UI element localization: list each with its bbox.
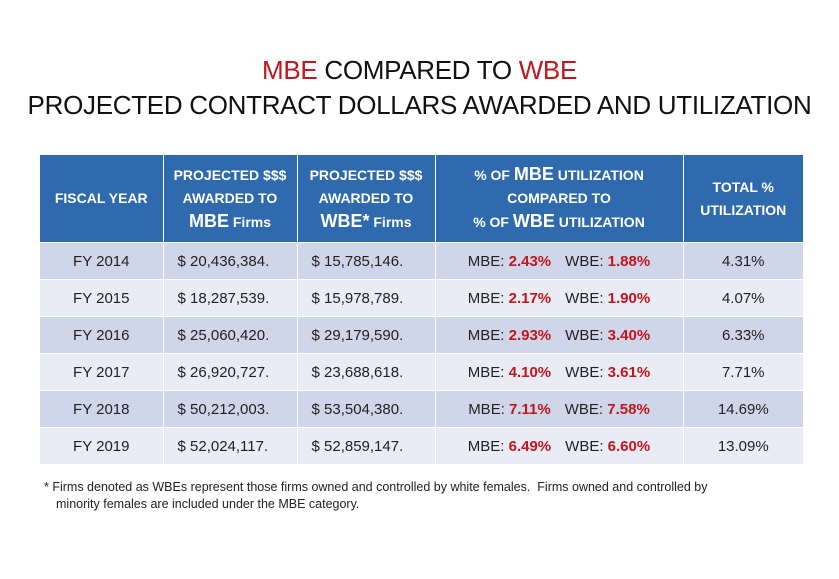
cell-utilization: MBE: 2.43% WBE: 1.88% [435,242,684,280]
header-total: TOTAL % UTILIZATION [683,155,803,243]
header-label: UTILIZATION [554,214,645,230]
cell-mbe-dollars: $ 18,287,539. [163,279,298,317]
slide-title-line1: MBE COMPARED TO WBE [0,55,839,86]
wbe-pct: 3.61% [607,363,651,381]
wbe-label: WBE: [564,400,608,418]
footnote-line1: * Firms denoted as WBEs represent those … [44,480,708,494]
cell-total: 7.71% [683,353,803,391]
mbe-pct: 2.17% [508,289,552,307]
mbe-pct: 2.93% [508,326,552,344]
header-label: TOTAL % [712,178,774,195]
wbe-pct: 6.60% [607,437,651,455]
cell-mbe-dollars: $ 50,212,003. [163,390,298,428]
wbe-label: WBE: [565,326,608,344]
mbe-pct: 2.43% [508,252,552,270]
wbe-label: WBE: [565,252,608,270]
cell-year: FY 2014 [40,242,164,280]
table-row: FY 2015 $ 18,287,539. $ 15,978,789. MBE: 2.… [40,279,803,317]
table-row: FY 2014 $ 20,436,384. $ 15,785,146. MBE: 2.… [40,242,803,280]
header-label: WBE [512,211,555,231]
cell-mbe-dollars: $ 52,024,117. [163,427,298,464]
cell-wbe-dollars: $ 15,978,789. [297,279,436,317]
mbe-label: MBE: [468,400,510,418]
footnote: * Firms denoted as WBEs represent those … [44,479,804,513]
cell-year: FY 2019 [40,427,164,464]
wbe-label: WBE: [565,363,608,381]
header-label: % OF [474,167,514,183]
title-compared: COMPARED TO [317,55,519,85]
title-wbe: WBE [518,55,578,85]
utilization-table: FISCAL YEAR PROJECTED $$$ AWARDED TO MBE… [40,155,803,464]
header-label: WBE* [320,210,370,231]
table-row: FY 2018 $ 50,212,003. $ 53,504,380. MBE: 7.… [40,390,803,428]
cell-year: FY 2018 [40,390,164,428]
header-mbe-dollars: PROJECTED $$$ AWARDED TO MBE Firms [163,155,298,243]
wbe-pct: 1.88% [607,252,651,270]
cell-total: 14.69% [683,390,803,428]
mbe-label: MBE: [467,363,509,381]
mbe-label: MBE: [467,289,509,307]
table-header-row: FISCAL YEAR PROJECTED $$$ AWARDED TO MBE… [40,155,803,243]
header-label: PROJECTED $$$ [309,166,423,183]
cell-total: 6.33% [683,316,803,354]
cell-wbe-dollars: $ 15,785,146. [297,242,436,280]
header-label: COMPARED TO [507,190,611,206]
header-label: AWARDED TO [318,189,414,206]
header-label: % OF [473,214,513,230]
wbe-pct: 7.58% [607,400,650,418]
cell-wbe-dollars: $ 53,504,380. [297,390,436,428]
header-utilization: % OF MBE UTILIZATION COMPARED TO % OF WB… [435,155,684,243]
mbe-label: MBE: [467,252,509,270]
mbe-pct: 4.10% [508,363,552,381]
mbe-pct: 6.49% [508,437,552,455]
header-label: PROJECTED $$$ [173,166,287,183]
cell-year: FY 2016 [40,316,164,354]
cell-utilization: MBE: 2.17% WBE: 1.90% [435,279,684,317]
wbe-pct: 3.40% [607,326,651,344]
cell-wbe-dollars: $ 52,859,147. [297,427,436,464]
cell-total: 13.09% [683,427,803,464]
cell-mbe-dollars: $ 26,920,727. [163,353,298,391]
table-row: FY 2019 $ 52,024,117. $ 52,859,147. MBE: 6.… [40,427,803,464]
header-label: AWARDED TO [182,189,278,206]
cell-total: 4.31% [683,242,803,280]
wbe-pct: 1.90% [607,289,651,307]
header-label: UTILIZATION [553,167,644,183]
mbe-pct: 7.11% [509,400,551,418]
cell-year: FY 2015 [40,279,164,317]
header-label: Firms [369,213,412,230]
cell-utilization: MBE: 6.49% WBE: 6.60% [435,427,684,464]
cell-wbe-dollars: $ 23,688,618. [297,353,436,391]
cell-wbe-dollars: $ 29,179,590. [297,316,436,354]
cell-utilization: MBE: 2.93% WBE: 3.40% [435,316,684,354]
header-wbe-dollars: PROJECTED $$$ AWARDED TO WBE* Firms [297,155,436,243]
table-row: FY 2017 $ 26,920,727. $ 23,688,618. MBE: 4.… [40,353,803,391]
cell-year: FY 2017 [40,353,164,391]
wbe-label: WBE: [565,437,608,455]
header-label: FISCAL YEAR [54,190,148,206]
cell-total: 4.07% [683,279,803,317]
header-label: MBE [513,164,554,184]
header-label: Firms [228,213,271,230]
table-row: FY 2016 $ 25,060,420. $ 29,179,590. MBE: 2.… [40,316,803,354]
header-label: UTILIZATION [700,201,787,218]
mbe-label: MBE: [467,326,509,344]
cell-mbe-dollars: $ 25,060,420. [163,316,298,354]
title-mbe: MBE [261,55,318,85]
cell-utilization: MBE: 7.11% WBE: 7.58% [435,390,684,428]
cell-mbe-dollars: $ 20,436,384. [163,242,298,280]
header-fiscal-year: FISCAL YEAR [40,155,164,243]
slide-title-line2: PROJECTED CONTRACT DOLLARS AWARDED AND U… [27,90,812,120]
footnote-line2: minority females are included under the … [56,497,360,511]
cell-utilization: MBE: 4.10% WBE: 3.61% [435,353,684,391]
wbe-label: WBE: [565,289,608,307]
mbe-label: MBE: [467,437,509,455]
header-label: MBE [188,210,229,231]
